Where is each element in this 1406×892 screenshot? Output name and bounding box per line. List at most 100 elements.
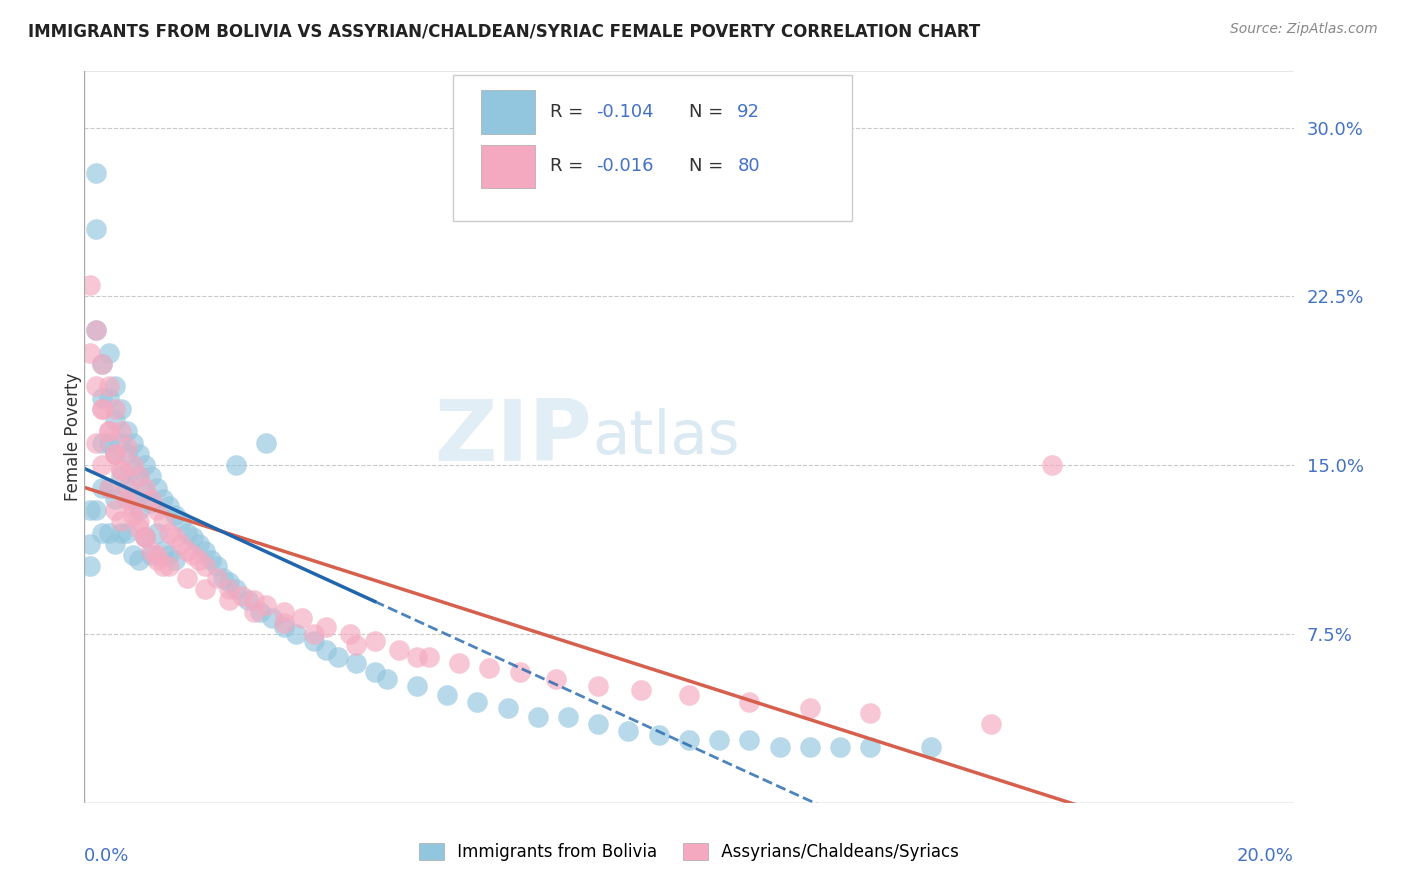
Point	[273, 605, 295, 619]
Point	[86, 222, 108, 236]
Point	[97, 379, 120, 393]
Point	[104, 447, 127, 461]
Point	[134, 530, 156, 544]
Point	[678, 688, 700, 702]
Point	[146, 503, 169, 517]
Point	[328, 649, 350, 664]
Point	[436, 688, 458, 702]
Point	[449, 657, 471, 671]
Legend:  Immigrants from Bolivia,  Assyrians/Chaldeans/Syriacs: Immigrants from Bolivia, Assyrians/Chald…	[412, 836, 966, 868]
FancyBboxPatch shape	[453, 75, 852, 221]
Point	[799, 739, 821, 754]
Point	[139, 469, 162, 483]
Point	[830, 739, 852, 754]
Point	[165, 530, 187, 544]
Point	[91, 357, 114, 371]
Text: N =: N =	[689, 103, 728, 120]
Point	[128, 447, 150, 461]
Point	[249, 605, 271, 619]
Point	[110, 525, 132, 540]
Point	[110, 463, 132, 477]
Point	[236, 593, 259, 607]
Point	[115, 481, 138, 495]
Point	[104, 379, 127, 393]
Point	[181, 530, 204, 544]
Point	[139, 496, 162, 510]
Point	[128, 503, 150, 517]
Text: 92: 92	[737, 103, 761, 120]
Point	[346, 638, 368, 652]
Text: 80: 80	[737, 158, 759, 176]
Point	[212, 571, 235, 585]
Point	[588, 717, 610, 731]
Y-axis label: Female Poverty: Female Poverty	[65, 373, 82, 501]
Point	[170, 515, 193, 529]
Point	[146, 525, 169, 540]
Point	[152, 491, 174, 506]
Point	[738, 694, 761, 708]
Point	[157, 525, 180, 540]
Point	[121, 499, 143, 513]
Point	[254, 435, 277, 450]
Point	[467, 694, 489, 708]
Point	[630, 683, 652, 698]
Point	[91, 401, 114, 416]
Point	[260, 611, 283, 625]
Point	[478, 661, 501, 675]
Point	[110, 435, 132, 450]
Point	[86, 503, 108, 517]
Point	[104, 447, 127, 461]
Point	[134, 530, 156, 544]
Point	[115, 481, 138, 495]
Point	[1040, 458, 1063, 473]
Point	[97, 435, 120, 450]
Point	[176, 525, 198, 540]
Point	[509, 665, 531, 680]
Point	[980, 717, 1002, 731]
Point	[86, 435, 108, 450]
Point	[152, 515, 174, 529]
Point	[91, 435, 114, 450]
Point	[86, 166, 108, 180]
Point	[588, 679, 610, 693]
Point	[194, 582, 217, 596]
Point	[128, 521, 150, 535]
Text: -0.104: -0.104	[596, 103, 654, 120]
Point	[91, 481, 114, 495]
Point	[769, 739, 792, 754]
Point	[139, 543, 162, 558]
Point	[104, 491, 127, 506]
Point	[152, 559, 174, 574]
Point	[86, 379, 108, 393]
Point	[188, 537, 211, 551]
Point	[346, 657, 368, 671]
Point	[79, 278, 101, 293]
Point	[242, 593, 264, 607]
Point	[557, 710, 579, 724]
Point	[110, 401, 132, 416]
Point	[231, 589, 253, 603]
Point	[139, 491, 162, 506]
Point	[110, 469, 132, 483]
Point	[91, 357, 114, 371]
Text: 20.0%: 20.0%	[1237, 847, 1294, 864]
Point	[176, 543, 198, 558]
Text: R =: R =	[550, 103, 589, 120]
Point	[91, 525, 114, 540]
Point	[86, 323, 108, 337]
Point	[709, 732, 731, 747]
Point	[121, 508, 143, 522]
Point	[152, 543, 174, 558]
Point	[146, 548, 169, 562]
Point	[128, 515, 150, 529]
Point	[91, 401, 114, 416]
Point	[315, 642, 337, 657]
Point	[218, 593, 240, 607]
Point	[104, 401, 127, 416]
Point	[157, 548, 180, 562]
Point	[97, 391, 120, 405]
Point	[121, 548, 143, 562]
Point	[363, 633, 385, 648]
Point	[79, 345, 101, 359]
Point	[418, 649, 440, 664]
